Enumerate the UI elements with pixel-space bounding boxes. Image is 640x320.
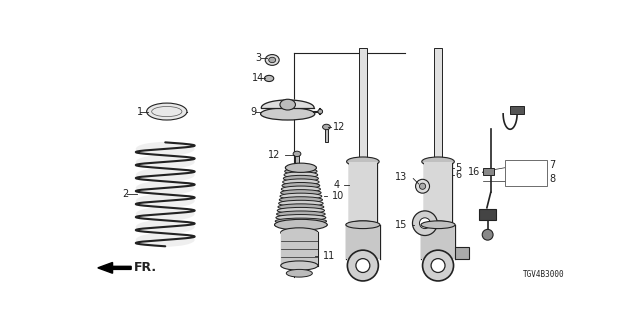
Ellipse shape	[281, 228, 318, 237]
Bar	[424, 162, 452, 225]
Ellipse shape	[279, 197, 323, 203]
Ellipse shape	[285, 163, 316, 172]
Ellipse shape	[281, 261, 318, 270]
Text: 11: 11	[323, 251, 335, 261]
Ellipse shape	[284, 175, 319, 181]
Text: 6: 6	[455, 171, 461, 180]
Text: 16: 16	[468, 167, 481, 177]
Ellipse shape	[282, 186, 321, 192]
Ellipse shape	[285, 165, 316, 171]
Circle shape	[431, 259, 445, 273]
Ellipse shape	[349, 221, 377, 228]
Text: 2: 2	[122, 189, 128, 199]
Ellipse shape	[136, 194, 195, 208]
Ellipse shape	[285, 168, 317, 174]
Bar	[281, 232, 318, 266]
Text: 1: 1	[138, 107, 143, 116]
Ellipse shape	[280, 190, 321, 196]
Bar	[479, 209, 496, 220]
Ellipse shape	[275, 219, 327, 230]
Text: 12: 12	[333, 122, 345, 132]
Polygon shape	[98, 262, 131, 273]
Ellipse shape	[276, 211, 325, 217]
Ellipse shape	[286, 269, 312, 277]
Text: 10: 10	[332, 191, 344, 201]
Ellipse shape	[147, 103, 187, 120]
Bar	[434, 48, 442, 165]
Ellipse shape	[482, 229, 493, 240]
Text: TGV4B3000: TGV4B3000	[523, 270, 564, 279]
Circle shape	[356, 259, 370, 273]
Text: 5: 5	[455, 163, 461, 173]
Bar	[349, 162, 377, 225]
Ellipse shape	[318, 109, 323, 114]
Circle shape	[412, 211, 437, 236]
Ellipse shape	[264, 75, 274, 82]
Ellipse shape	[278, 204, 324, 210]
Polygon shape	[261, 100, 314, 108]
Circle shape	[419, 218, 430, 228]
Ellipse shape	[424, 221, 452, 228]
Ellipse shape	[278, 200, 323, 206]
Ellipse shape	[136, 168, 195, 182]
Ellipse shape	[421, 221, 455, 228]
Ellipse shape	[280, 99, 296, 110]
Text: 4: 4	[333, 180, 340, 190]
Text: 12: 12	[268, 150, 280, 160]
Text: 3: 3	[255, 53, 261, 63]
Ellipse shape	[276, 214, 326, 221]
Ellipse shape	[277, 207, 324, 213]
Circle shape	[419, 183, 426, 189]
Ellipse shape	[136, 142, 195, 156]
Text: FR.: FR.	[134, 261, 157, 274]
Bar	[510, 106, 524, 114]
Circle shape	[422, 250, 454, 281]
Ellipse shape	[260, 108, 315, 120]
Text: 8: 8	[550, 173, 556, 184]
Bar	[346, 225, 380, 260]
Text: 7: 7	[550, 160, 556, 171]
Bar	[455, 247, 469, 260]
Ellipse shape	[275, 218, 326, 224]
Circle shape	[415, 179, 429, 193]
Circle shape	[348, 250, 378, 281]
Ellipse shape	[347, 157, 379, 166]
Bar	[483, 168, 494, 175]
Ellipse shape	[136, 207, 195, 221]
Bar	[359, 48, 367, 165]
Ellipse shape	[265, 55, 279, 65]
Ellipse shape	[284, 172, 317, 178]
Ellipse shape	[136, 181, 195, 195]
Bar	[505, 160, 547, 186]
Ellipse shape	[152, 107, 182, 116]
Ellipse shape	[422, 157, 454, 166]
Ellipse shape	[282, 182, 320, 189]
Bar	[421, 225, 455, 260]
Ellipse shape	[275, 222, 327, 228]
Ellipse shape	[280, 193, 322, 199]
Ellipse shape	[136, 220, 195, 234]
Text: 9: 9	[250, 107, 257, 116]
Ellipse shape	[136, 155, 195, 169]
Bar	[296, 154, 298, 171]
Ellipse shape	[346, 221, 380, 228]
Ellipse shape	[136, 233, 195, 247]
Text: 13: 13	[395, 172, 407, 182]
Bar	[325, 127, 328, 142]
Text: 14: 14	[252, 73, 264, 84]
Ellipse shape	[323, 124, 330, 130]
Ellipse shape	[293, 151, 301, 156]
Ellipse shape	[269, 57, 276, 63]
Text: 15: 15	[396, 220, 408, 230]
Ellipse shape	[283, 179, 319, 185]
